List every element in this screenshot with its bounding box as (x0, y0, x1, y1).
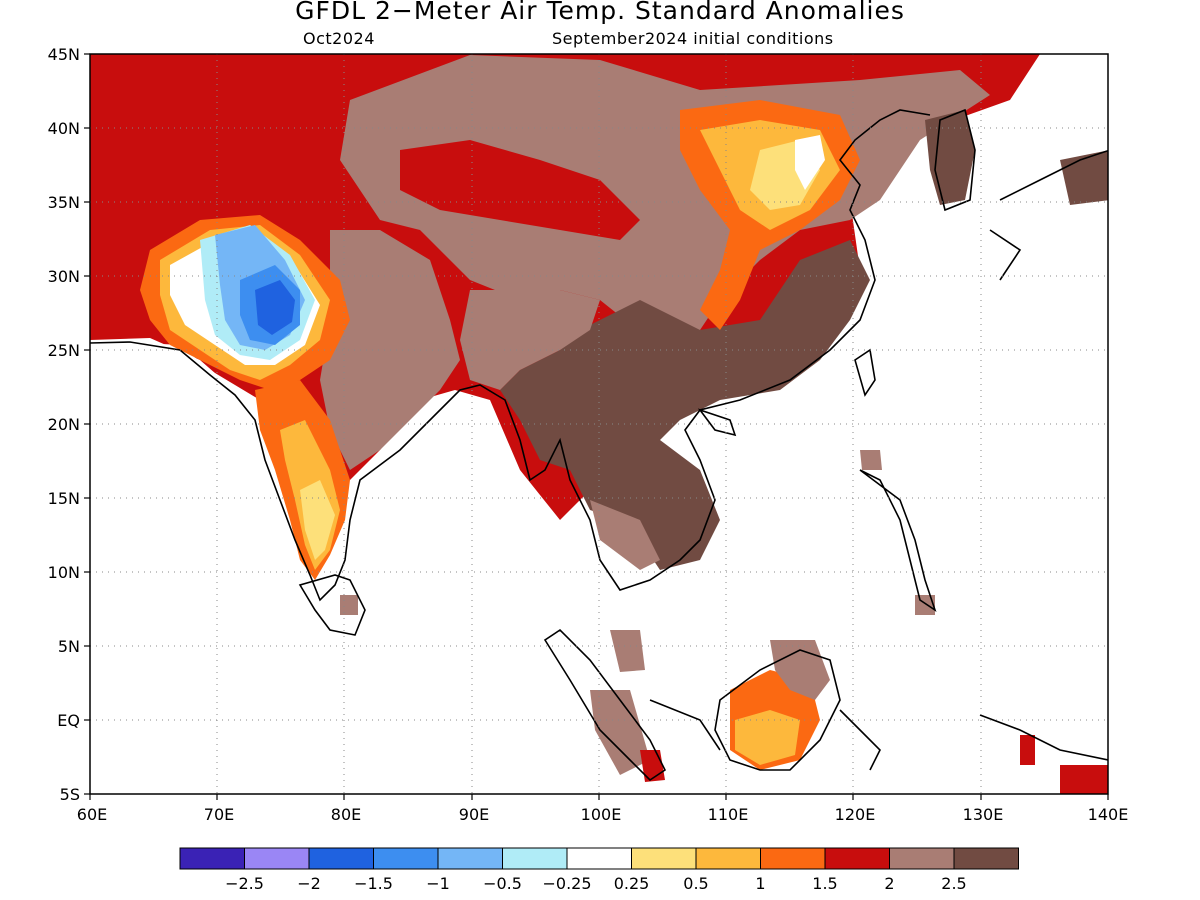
colorbar-swatch (502, 847, 568, 870)
lat-label: EQ (57, 711, 80, 730)
colorbar-swatch (824, 847, 890, 870)
lat-label: 10N (48, 563, 80, 582)
colorbar-label: 2.5 (941, 874, 966, 893)
lon-label: 90E (459, 805, 489, 824)
colorbar-swatch (566, 847, 632, 870)
colorbar-label: 0.5 (683, 874, 708, 893)
lon-label: 100E (581, 805, 622, 824)
colorbar-swatch (437, 847, 503, 870)
lat-label: 25N (48, 341, 80, 360)
lat-label: 20N (48, 415, 80, 434)
colorbar-swatch (179, 847, 245, 870)
initial-conditions: September2024 initial conditions (552, 29, 834, 48)
colorbar-label: −1.5 (354, 874, 393, 893)
lon-label: 70E (204, 805, 234, 824)
colorbar-swatch (631, 847, 697, 870)
colorbar-label: −1 (426, 874, 450, 893)
colorbar-label: −2.5 (225, 874, 264, 893)
colorbar-label: 1.5 (812, 874, 837, 893)
colorbar-swatch (373, 847, 439, 870)
lon-label: 130E (963, 805, 1004, 824)
lat-label: 40N (48, 119, 80, 138)
lon-label: 80E (331, 805, 361, 824)
colorbar: −2.5 −2 −1.5 −1 −0.5 −0.25 0.25 0.5 1 1.5 2 2.5 (179, 847, 1019, 893)
colorbar-swatch (695, 847, 761, 870)
lat-label: 15N (48, 489, 80, 508)
lat-label: 5N (58, 637, 80, 656)
lat-labels: 45N 40N 35N 30N 25N 20N 15N 10N 5N EQ 5S (48, 45, 80, 804)
colorbar-label: 0.25 (614, 874, 650, 893)
lat-label: 5S (60, 785, 80, 804)
lat-label: 45N (48, 45, 80, 64)
colorbar-label: −0.25 (542, 874, 591, 893)
lat-label: 30N (48, 267, 80, 286)
lon-labels: 60E 70E 80E 90E 100E 110E 120E 130E 140E (77, 805, 1129, 824)
colorbar-swatch (308, 847, 374, 870)
forecast-month: Oct2024 (303, 29, 375, 48)
colorbar-swatch (244, 847, 310, 870)
colorbar-label: −0.5 (483, 874, 522, 893)
coastlines (90, 108, 1108, 782)
colorbar-label: 1 (755, 874, 765, 893)
colorbar-swatch (889, 847, 955, 870)
lon-label: 140E (1088, 805, 1129, 824)
lon-label: 120E (835, 805, 876, 824)
colorbar-swatch (760, 847, 826, 870)
lon-label: 110E (708, 805, 749, 824)
colorbar-label: −2 (297, 874, 321, 893)
lon-label: 60E (77, 805, 107, 824)
colorbar-label: 2 (884, 874, 894, 893)
tick-marks (84, 53, 1109, 800)
colorbar-swatch (953, 847, 1019, 870)
lat-label: 35N (48, 193, 80, 212)
map-title: GFDL 2−Meter Air Temp. Standard Anomalie… (295, 0, 905, 25)
anomaly-region-south-china (500, 240, 870, 570)
